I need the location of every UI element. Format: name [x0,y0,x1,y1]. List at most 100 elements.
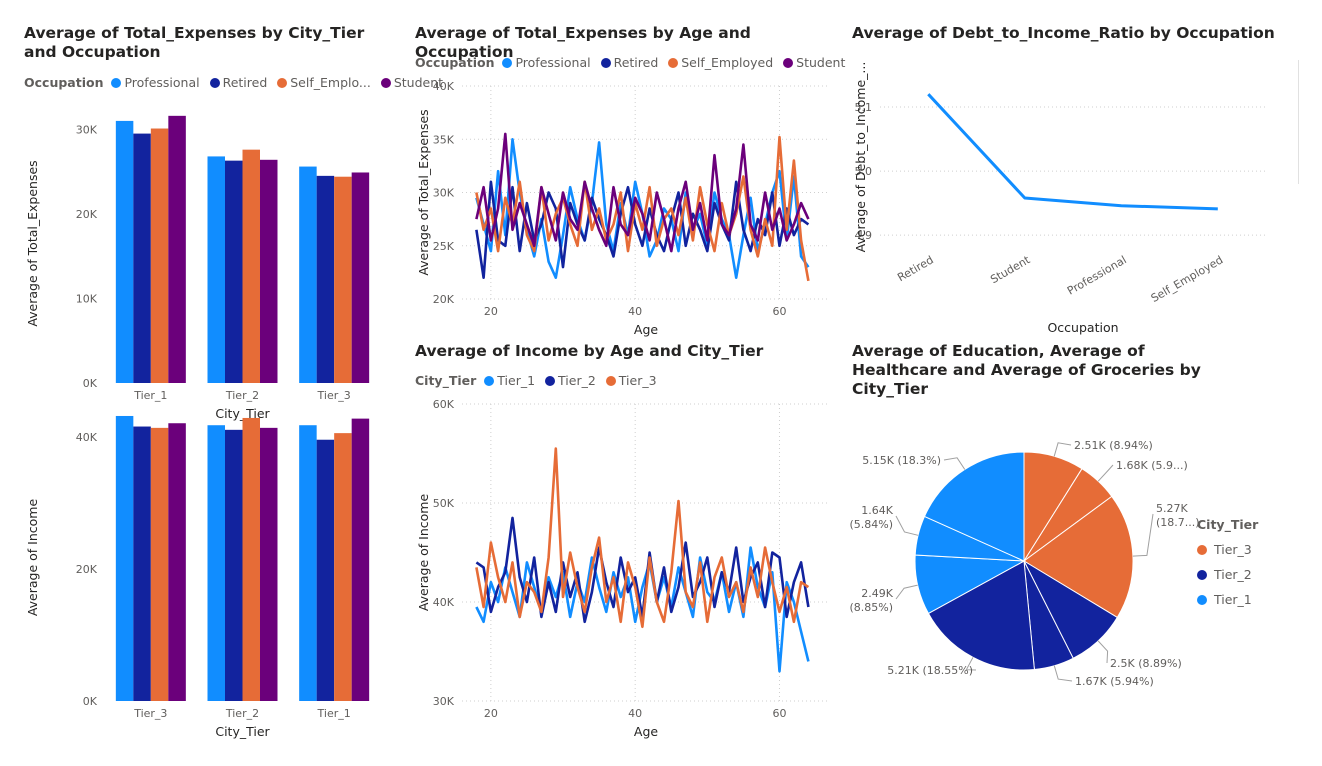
bar-self-employed-tier-2 [242,417,260,701]
legend-dot [380,78,391,88]
chart6-legend: City_Tier Tier_3 Tier_2 Tier_1 [1197,517,1258,612]
legend-item-tier-3[interactable]: Tier_3 [605,373,657,388]
leader-line [895,515,919,536]
leader-line [943,457,966,470]
y-tick-label: 35K [433,133,455,146]
legend-item-tier-1[interactable]: Tier_1 [484,373,535,388]
pie-data-label: 2.51K (8.94%) [1074,439,1153,452]
legend-dot [783,58,794,68]
bar-self-employed-tier-1 [150,128,169,383]
bar-student-tier-1 [351,418,370,701]
legend-dot [1197,570,1207,580]
y-tick-label: 60K [433,398,455,411]
bar-self-employed-tier-3 [334,176,352,383]
pie-slice-6 [927,560,1035,671]
pie-slice-3 [1023,495,1134,619]
x-axis-title: Occupation [1047,320,1118,335]
legend-item-student[interactable]: Student [380,75,443,90]
legend-item-self-employed[interactable]: Self_Employed [668,55,773,70]
pie-slice-9 [923,451,1025,562]
x-tick-label: Tier_2 [225,707,259,720]
x-tick-label: 40 [628,305,642,318]
y-axis-title: Average of Debt_to_Income_... [853,62,868,253]
legend-item-retired[interactable]: Retired [209,75,267,90]
y-axis-title: Average of Income [416,494,431,612]
legend-dot [545,376,556,386]
x-tick-label: Tier_3 [133,707,167,720]
bar-student-tier-1 [168,115,186,383]
bar-professional-tier-2 [207,425,225,701]
legend-item-student[interactable]: Student [783,55,845,70]
chart6-title: Average of Education, Average of Healthc… [852,342,1201,398]
chart4-legend: City_Tier Tier_1 Tier_2 Tier_3 [415,373,663,388]
legend-item-tier-1[interactable]: Tier_1 [1197,587,1258,612]
y-tick-label: 50K [433,497,455,510]
legend-dot [209,78,220,88]
bar-self-employed-tier-2 [242,149,260,383]
leader-line [965,657,977,671]
legend-item-professional[interactable]: Professional [502,55,591,70]
y-axis-title: Average of Income [25,499,40,617]
x-tick-label: 40 [628,707,642,720]
legend-title: City_Tier [415,373,477,388]
bar-student-tier-3 [168,423,186,701]
y-tick-label: 20K [76,208,98,221]
series-line-tier-3 [475,447,810,629]
y-tick-label: 5.1 [855,101,873,114]
y-tick-label: 30K [433,187,455,200]
legend-dot [668,58,679,68]
x-tick-label: 20 [484,707,498,720]
bar-retired-tier-2 [225,160,243,383]
pie-data-label: 1.68K (5.9...) [1116,459,1188,472]
legend-dot [502,58,513,68]
pie-data-label: 1.64K (5.84%) [849,504,893,531]
legend-item-professional[interactable]: Professional [111,75,200,90]
bar-professional-tier-3 [115,415,134,701]
leader-line [1097,640,1109,664]
bar-student-tier-3 [351,172,370,383]
legend-dot [484,376,495,386]
chart5-title: Average of Debt_to_Income_Ratio by Occup… [852,24,1275,42]
y-tick-label: 30K [76,123,98,136]
x-axis-title: City_Tier [215,406,270,421]
legend-item-tier-2[interactable]: Tier_2 [545,373,596,388]
legend-dot [1197,545,1207,555]
series-line-student [475,132,810,253]
x-tick-label: Tier_3 [317,389,351,402]
x-tick-label: Tier_1 [133,389,167,402]
pie-data-label: 5.21K (18.55%) [887,664,973,677]
leader-line [1053,665,1073,682]
x-axis-title: Age [634,322,658,337]
chart1-title: Average of Total_Expenses by City_Tier a… [24,24,365,61]
y-tick-label: 20K [433,293,455,306]
legend-dot [111,78,122,88]
bar-retired-tier-1 [316,439,335,701]
chart3-legend: Occupation Professional Retired Self_Emp… [415,55,851,70]
legend-item-self-employed[interactable]: Self_Emplo... [277,75,371,90]
legend-item-tier-3[interactable]: Tier_3 [1197,537,1258,562]
bar-retired-tier-3 [133,426,151,701]
y-tick-label: 20K [76,563,98,576]
chart1-legend: Occupation Professional Retired Self_Emp… [24,75,449,90]
leader-line [1132,513,1154,557]
y-tick-label: 30K [433,695,455,708]
legend-title: Occupation [24,75,104,90]
bar-professional-tier-1 [299,425,317,701]
legend-item-retired[interactable]: Retired [600,55,658,70]
bar-retired-tier-2 [225,429,243,701]
legend-item-tier-2[interactable]: Tier_2 [1197,562,1258,587]
pie-data-label: 5.15K (18.3%) [862,454,941,467]
series-line-self-employed [475,135,810,282]
x-tick-label: Tier_1 [317,707,351,720]
legend-dot [1197,595,1207,605]
pie-data-label: 1.67K (5.94%) [1075,675,1154,688]
y-tick-label: 10K [76,292,98,305]
pie-data-label: 5.27K (18.7...) [1156,502,1200,529]
y-tick-label: 40K [433,80,455,93]
bar-professional-tier-2 [207,156,225,383]
x-tick-label: 60 [772,707,786,720]
x-axis-title: City_Tier [215,724,270,739]
